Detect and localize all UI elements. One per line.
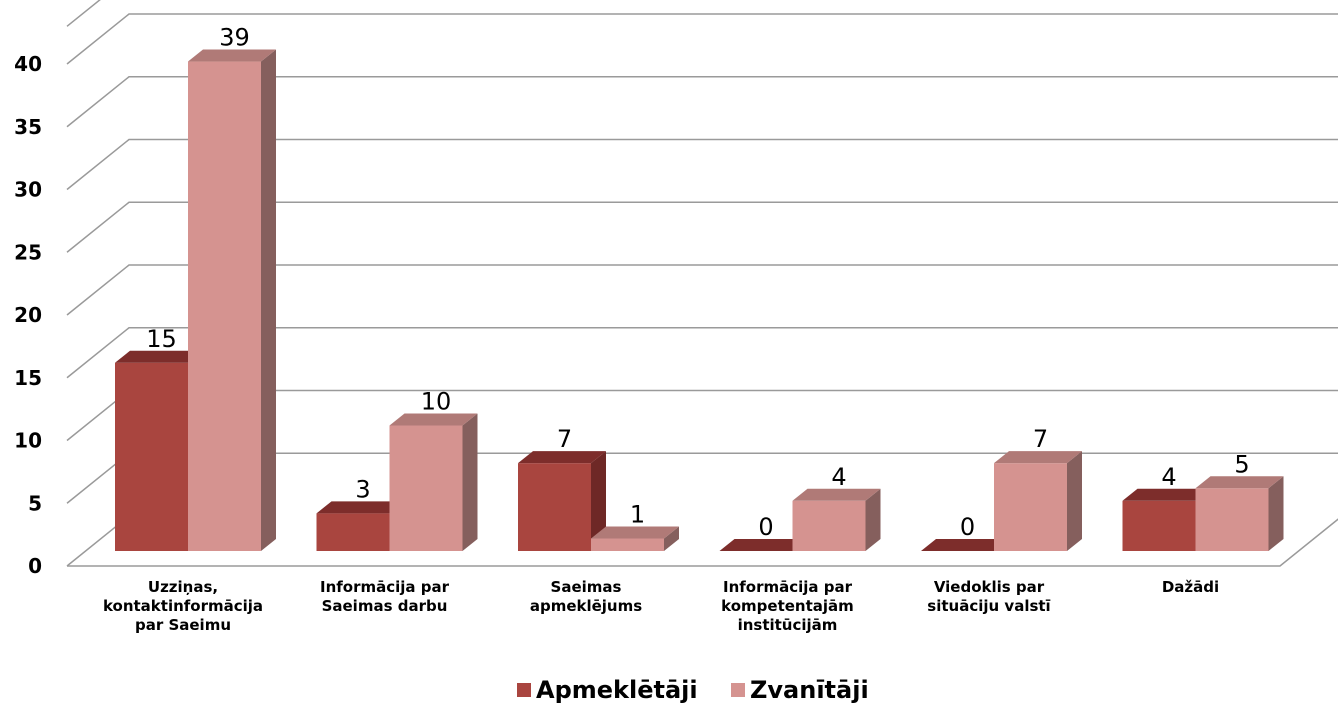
data-label: 5 (1234, 450, 1249, 478)
bar (591, 526, 679, 551)
bar-side (865, 488, 881, 551)
bar-top (1122, 488, 1211, 501)
bar (719, 539, 808, 551)
gridline (66, 201, 1338, 253)
gridlines (66, 0, 1338, 567)
data-label: 10 (421, 388, 452, 416)
bar-top (1195, 476, 1284, 489)
legend-swatch (517, 683, 531, 697)
bar (518, 451, 606, 551)
bar-top (518, 451, 606, 464)
data-label: 4 (1161, 463, 1176, 491)
bar-side (261, 49, 276, 552)
y-tick-label: 20 (14, 303, 42, 327)
category-label-line: Dažādi (1162, 578, 1219, 596)
bar-front (591, 538, 664, 551)
gridline (66, 138, 1338, 191)
bar-front (792, 500, 866, 551)
bar-front (389, 425, 463, 551)
gridline (66, 264, 1338, 316)
category-label-line: Uzziņas, (148, 578, 218, 596)
bar-front (1195, 488, 1269, 551)
y-axis-ticks: 0 5 10 15 20 25 30 35 40 (14, 52, 42, 578)
category-label-line: Informācija par (723, 578, 853, 596)
bar (188, 49, 276, 552)
legend-swatch (731, 683, 745, 697)
bars (115, 49, 1284, 552)
y-tick-label: 30 (14, 178, 42, 202)
category-label: Informācija par kompetentajām institūcijām (721, 578, 854, 634)
y-tick-label: 10 (14, 429, 42, 453)
category-label-line: kontaktinformācija (103, 597, 263, 615)
gridline (66, 13, 1338, 65)
bar-side (462, 413, 478, 551)
bar-front (188, 61, 261, 552)
y-tick-label: 0 (28, 554, 42, 578)
data-label: 7 (1033, 425, 1048, 453)
bar-top (921, 539, 1009, 551)
floor-edge (67, 518, 1338, 567)
legend-label: Apmeklētāji (536, 676, 698, 704)
category-label: Viedoklis par situāciju valstī (927, 578, 1050, 615)
bar-front (518, 463, 591, 551)
category-label-line: Viedoklis par (934, 578, 1045, 596)
y-tick-label: 35 (14, 115, 42, 139)
category-label-line: Saeimas (551, 578, 622, 596)
bar-side (664, 526, 679, 551)
category-label-line: par Saeimu (135, 616, 231, 634)
category-label: Uzziņas, kontaktinformācija par Saeimu (103, 578, 263, 634)
category-label: Saeimas apmeklējums (530, 578, 642, 615)
data-label: 7 (557, 425, 572, 453)
bar-top (316, 501, 405, 514)
bar-top (719, 539, 808, 551)
category-labels: Uzziņas, kontaktinformācija par Saeimu Info… (103, 578, 1219, 634)
y-tick-label: 5 (28, 491, 42, 515)
category-label: Informācija par Saeimas darbu (320, 578, 450, 615)
category-label-line: kompetentajām (721, 597, 854, 615)
legend-label: Zvanītāji (750, 676, 869, 704)
data-label: 1 (630, 500, 645, 528)
bar-top (591, 526, 679, 539)
bar-top (994, 451, 1082, 464)
gridline (66, 76, 1338, 128)
bar-side (1067, 451, 1082, 551)
legend: Apmeklētāji Zvanītāji (517, 676, 869, 704)
bar-top (115, 350, 203, 363)
bar-side (1268, 476, 1284, 551)
bar (792, 488, 881, 551)
bar-front (115, 362, 188, 551)
bar-front (994, 463, 1067, 551)
y-tick-label: 15 (14, 366, 42, 390)
data-label: 39 (219, 24, 250, 52)
data-label: 4 (831, 463, 846, 491)
bar (389, 413, 478, 551)
bar (1195, 476, 1284, 551)
bar (921, 539, 1009, 551)
data-label: 3 (355, 475, 370, 503)
bar (994, 451, 1082, 551)
gridline (66, 327, 1338, 379)
category-label-line: situāciju valstī (927, 597, 1050, 615)
category-label-line: Saeimas darbu (322, 597, 448, 615)
bar-front (1122, 500, 1196, 551)
gridline (66, 0, 101, 27)
category-label-line: institūcijām (738, 616, 838, 634)
data-label: 0 (960, 513, 975, 541)
y-tick-label: 40 (14, 52, 42, 76)
bar-top (389, 413, 478, 426)
category-label: Dažādi (1162, 578, 1219, 596)
bar-front (316, 513, 390, 551)
bar-side (591, 451, 606, 551)
category-label-line: apmeklējums (530, 597, 642, 615)
data-label: 15 (146, 325, 177, 353)
category-label-line: Informācija par (320, 578, 450, 596)
data-label: 0 (758, 513, 773, 541)
y-tick-label: 25 (14, 240, 42, 264)
bar-top (792, 488, 881, 501)
bar-top (188, 49, 276, 62)
